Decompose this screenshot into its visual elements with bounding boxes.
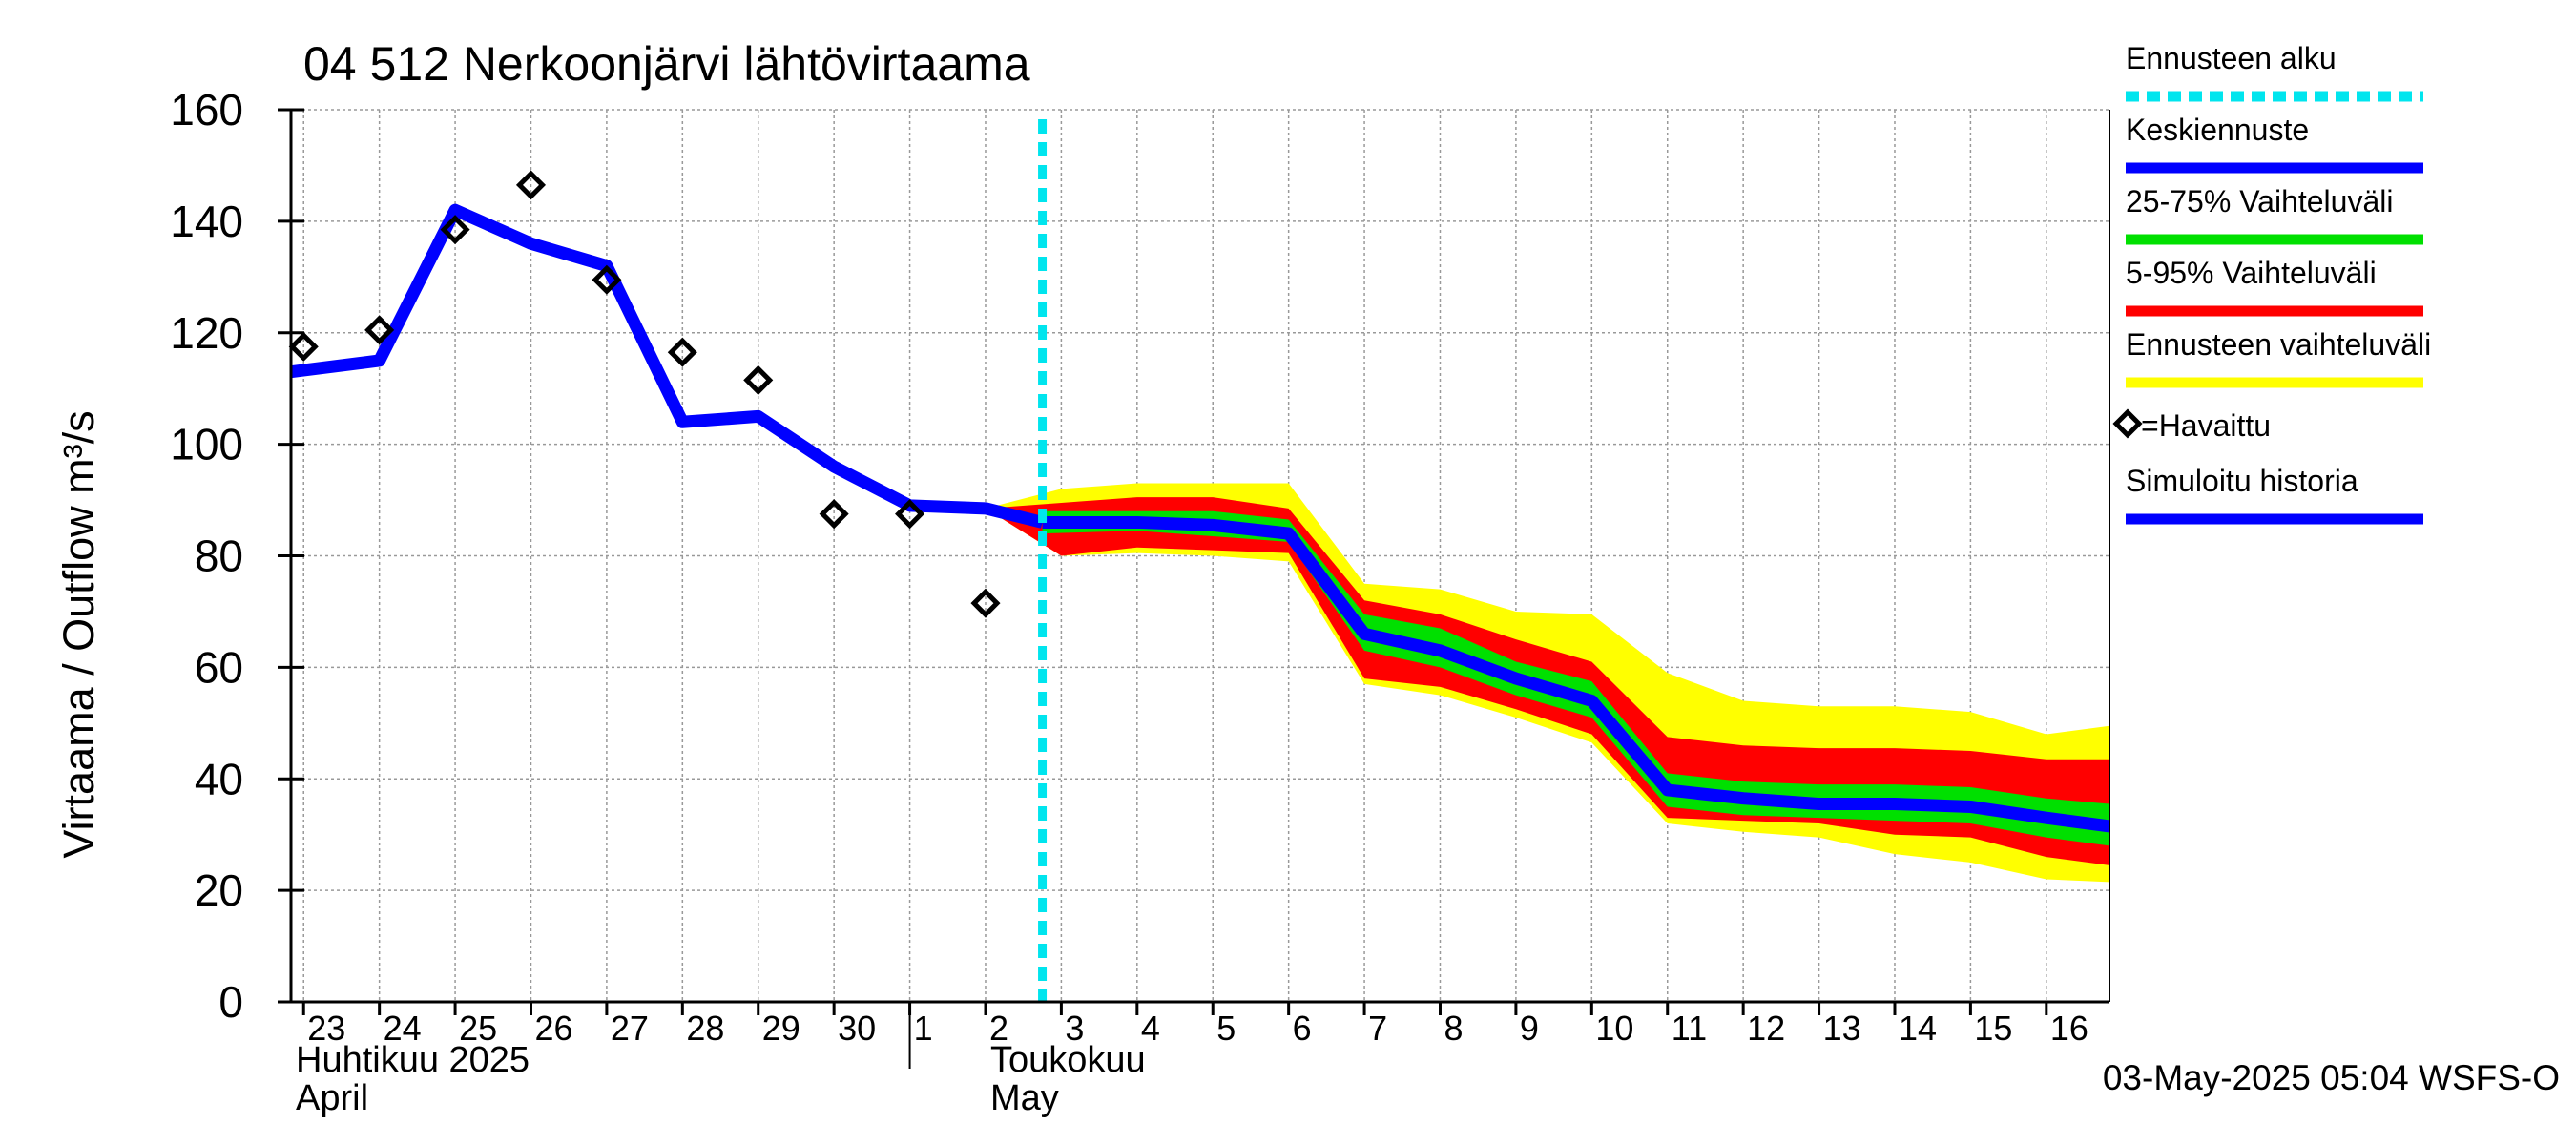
y-tick-label: 20 xyxy=(195,865,243,915)
legend-label: 25-75% Vaihteluväli xyxy=(2126,184,2393,219)
y-tick-label: 80 xyxy=(195,531,243,581)
chart-title: 04 512 Nerkoonjärvi lähtövirtaama xyxy=(303,37,1030,91)
x-tick-label: 28 xyxy=(686,1009,724,1048)
month-label-line1: Huhtikuu 2025 xyxy=(296,1040,530,1080)
legend-label: =Havaittu xyxy=(2141,408,2271,443)
observed-point xyxy=(515,170,547,200)
observed-point xyxy=(667,337,697,367)
x-tick-label: 29 xyxy=(762,1009,800,1048)
x-tick-label: 3 xyxy=(1065,1009,1084,1048)
y-tick-label: 160 xyxy=(170,85,243,135)
series-keskiennuste xyxy=(1042,515,2110,833)
x-tick-label: 10 xyxy=(1595,1009,1633,1048)
legend-marker-observed xyxy=(2112,408,2143,439)
x-tick-label: 12 xyxy=(1747,1009,1785,1048)
x-tick-label: 26 xyxy=(534,1009,572,1048)
x-tick-label: 13 xyxy=(1823,1009,1861,1048)
x-tick-label: 15 xyxy=(1974,1009,2012,1048)
y-axis-label: Virtaama / Outflow m³/s xyxy=(54,410,103,858)
y-tick-label: 120 xyxy=(170,308,243,358)
observed-point xyxy=(364,315,395,345)
x-tick-label: 5 xyxy=(1216,1009,1236,1048)
observed-point xyxy=(819,499,849,530)
legend-label: Ennusteen vaihteluväli xyxy=(2126,327,2431,362)
x-tick-label: 4 xyxy=(1141,1009,1160,1048)
legend-label: Simuloitu historia xyxy=(2126,464,2358,498)
y-tick-label: 0 xyxy=(218,977,243,1027)
observed-point xyxy=(592,264,622,295)
x-tick-label: 24 xyxy=(384,1009,422,1048)
x-tick-label: 1 xyxy=(914,1009,933,1048)
x-tick-label: 2 xyxy=(989,1009,1008,1048)
y-tick-label: 60 xyxy=(195,642,243,692)
observed-point xyxy=(743,364,774,395)
legend-label: 5-95% Vaihteluväli xyxy=(2126,256,2377,290)
x-tick-label: 7 xyxy=(1368,1009,1387,1048)
observed-point xyxy=(895,499,925,530)
observed-point xyxy=(970,588,1001,618)
legend-label: Ennusteen alku xyxy=(2126,41,2337,75)
x-tick-label: 8 xyxy=(1444,1009,1463,1048)
x-tick-label: 16 xyxy=(2050,1009,2088,1048)
x-tick-label: 30 xyxy=(838,1009,876,1048)
x-tick-label: 14 xyxy=(1899,1009,1937,1048)
month-label-line2: April xyxy=(296,1078,368,1118)
x-tick-label: 27 xyxy=(611,1009,649,1048)
observed-point xyxy=(440,215,470,245)
y-tick-label: 40 xyxy=(195,754,243,803)
legend-label: Keskiennuste xyxy=(2126,113,2309,147)
month-label-line1: Toukokuu xyxy=(990,1040,1146,1080)
month-label-line2: May xyxy=(990,1078,1059,1118)
x-tick-label: 23 xyxy=(307,1009,345,1048)
y-tick-label: 100 xyxy=(170,420,243,469)
observed-point xyxy=(288,331,319,362)
x-tick-label: 6 xyxy=(1293,1009,1312,1048)
footer-timestamp: 03-May-2025 05:04 WSFS-O xyxy=(2103,1058,2560,1097)
x-tick-label: 11 xyxy=(1672,1009,1707,1048)
band-25-75-vaihteluv-li xyxy=(1042,510,2109,846)
y-tick-label: 140 xyxy=(170,197,243,246)
x-tick-label: 25 xyxy=(459,1009,497,1048)
x-tick-label: 9 xyxy=(1520,1009,1539,1048)
series-simuloitu-historia xyxy=(290,203,1045,529)
